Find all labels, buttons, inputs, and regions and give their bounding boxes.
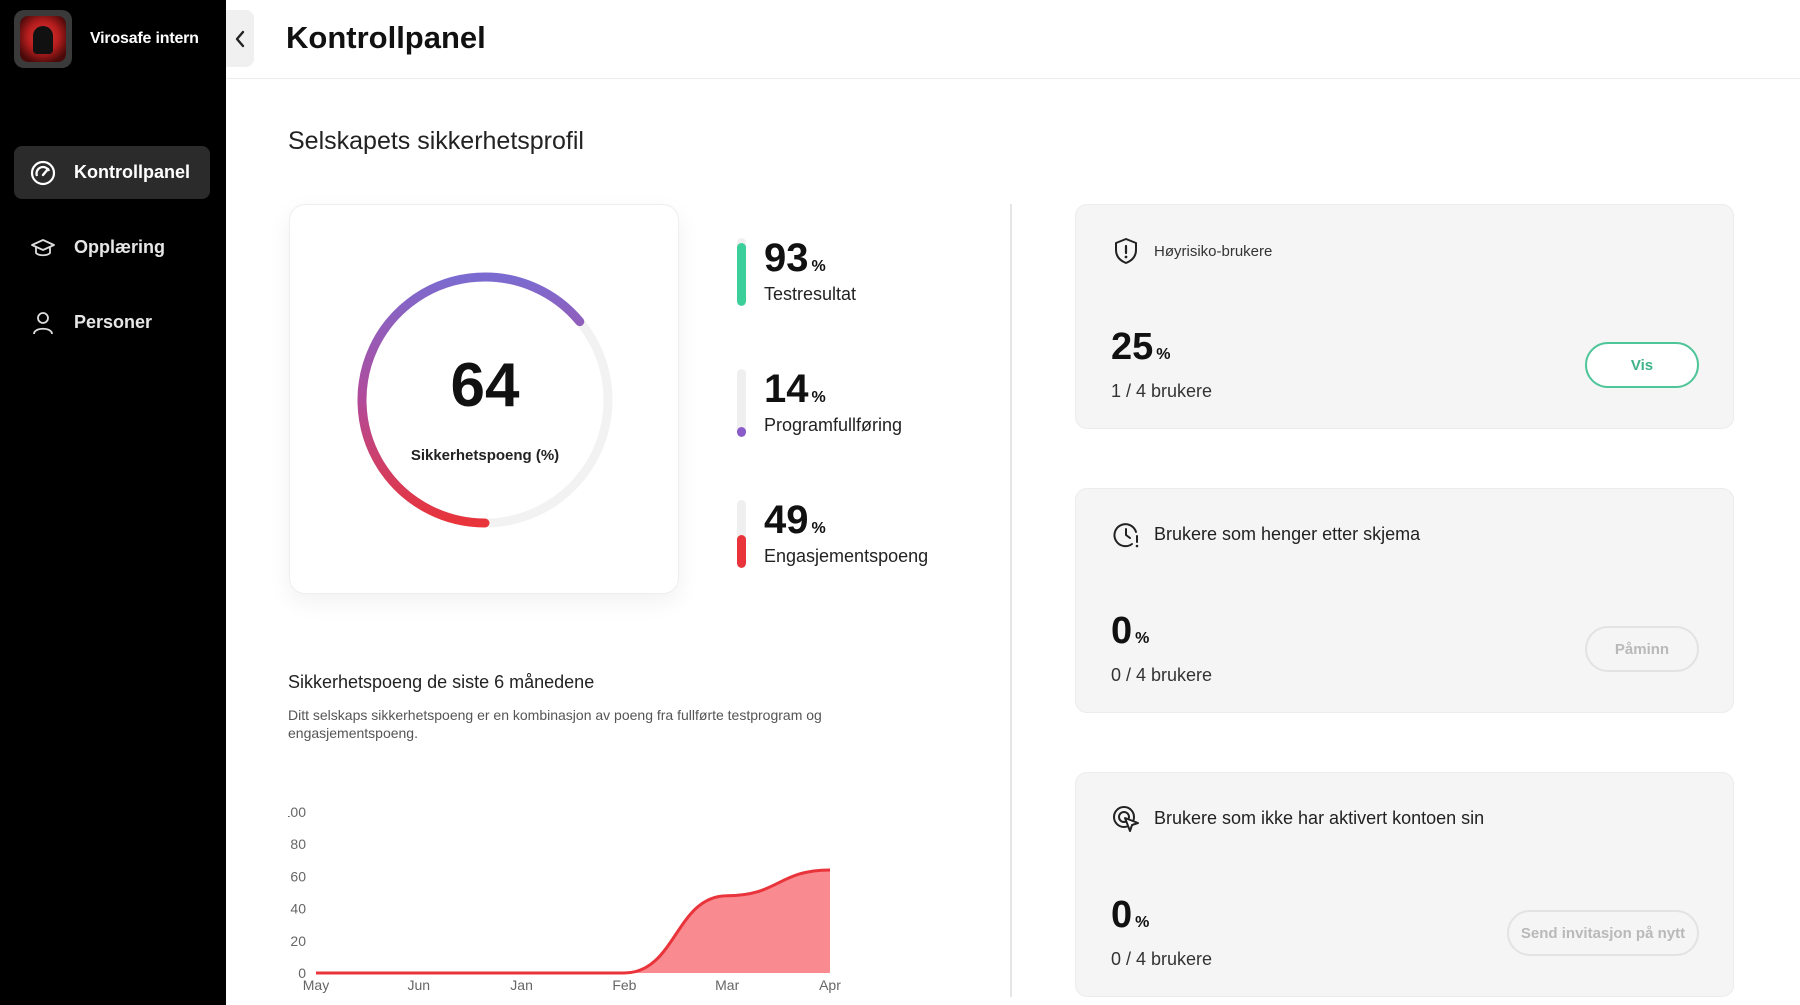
card-value: 0% (1111, 894, 1150, 936)
x-tick-label: Jun (408, 977, 431, 993)
brand-name: Virosafe intern (90, 30, 199, 47)
x-tick-label: Mar (715, 977, 739, 993)
trend-description: Ditt selskaps sikkerhetspoeng er en komb… (288, 707, 822, 741)
card-subtext: 0 / 4 brukere (1111, 665, 1213, 685)
chevron-left-icon (235, 30, 245, 47)
metric-label: Programfullføring (764, 415, 903, 435)
sidebar-item-label: Kontrollpanel (74, 162, 190, 182)
metric-bar (737, 238, 746, 306)
y-tick-label: 60 (290, 868, 306, 884)
shield-alert-icon (1115, 238, 1137, 264)
metric-label: Engasjementspoeng (764, 546, 929, 566)
metric-test-result: 93% Testresultat (737, 236, 977, 306)
sidebar-item-label: Opplæring (74, 237, 165, 257)
clock-alert-icon (1113, 523, 1139, 548)
cursor-click-icon (1113, 806, 1139, 832)
view-button[interactable]: Vis (1585, 342, 1699, 388)
card-value: 25% (1111, 326, 1171, 368)
x-tick-label: Feb (612, 977, 636, 993)
brand[interactable]: Virosafe intern (14, 10, 199, 68)
y-tick-label: 80 (290, 836, 306, 852)
vertical-divider (1010, 204, 1012, 997)
person-icon (30, 310, 56, 336)
metric-label: Testresultat (764, 284, 857, 304)
metric-value: 14% (764, 367, 826, 411)
sidebar-item-personer[interactable]: Personer (14, 296, 210, 349)
y-tick-label: 40 (290, 901, 306, 917)
graduation-cap-icon (30, 235, 56, 261)
metric-engagement-score: 49% Engasjementspoeng (737, 498, 977, 568)
x-tick-label: Apr (819, 977, 841, 993)
sidebar-nav: Kontrollpanel Opplæring Personer (14, 146, 210, 371)
sidebar-item-kontrollpanel[interactable]: Kontrollpanel (14, 146, 210, 199)
x-tick-label: May (303, 977, 329, 993)
card-subtext: 0 / 4 brukere (1111, 949, 1213, 969)
metric-fill (737, 427, 746, 437)
trend-line (316, 868, 831, 975)
gauge-icon (30, 160, 56, 186)
metric-bar (737, 500, 746, 568)
brand-logo-image (20, 16, 66, 62)
security-score-gauge (357, 272, 613, 528)
metric-fill (737, 242, 746, 306)
metric-fill (737, 534, 746, 568)
metric-bar (737, 369, 746, 437)
sidebar-item-label: Personer (74, 312, 153, 332)
card-users-behind-schedule: Brukere som henger etter skjema 0% 0 / 4… (1075, 488, 1734, 713)
card-inactive-accounts: Brukere som ikke har aktivert kontoen si… (1075, 772, 1734, 997)
remind-button[interactable]: Påminn (1585, 626, 1699, 672)
section-title: Selskapets sikkerhetsprofil (288, 127, 584, 155)
card-title: Brukere som ikke har aktivert kontoen si… (1154, 808, 1485, 828)
trend-title: Sikkerhetspoeng de siste 6 månedene (288, 672, 595, 692)
sidebar-collapse-button[interactable] (226, 10, 254, 67)
x-tick-label: Jan (510, 977, 533, 993)
metric-value: 93% (764, 236, 826, 280)
y-tick-label: 100 (288, 804, 306, 820)
sidebar: Virosafe intern Kontrollpanel Opplæring (0, 0, 226, 1005)
card-high-risk-users: Høyrisiko-brukere 25% 1 / 4 brukere Vis (1075, 204, 1734, 429)
security-score-label: Sikkerhetspoeng (%) (410, 447, 560, 464)
brand-logo (14, 10, 72, 68)
sidebar-item-opplaering[interactable]: Opplæring (14, 221, 210, 274)
metric-program-completion: 14% Programfullføring (737, 367, 977, 437)
gauge-arc (357, 272, 585, 528)
security-score-card: 64 Sikkerhetspoeng (%) (289, 204, 679, 594)
card-title: Høyrisiko-brukere (1154, 243, 1273, 260)
security-score-value: 64 (450, 351, 520, 420)
metric-value: 49% (764, 498, 826, 542)
trend-area-fill (316, 869, 830, 973)
y-tick-label: 0 (298, 965, 306, 981)
page-title: Kontrollpanel (286, 20, 486, 55)
y-tick-label: 20 (290, 933, 306, 949)
header: Kontrollpanel (226, 0, 1800, 79)
card-value: 0% (1111, 610, 1150, 652)
card-subtext: 1 / 4 brukere (1111, 381, 1213, 401)
card-title: Brukere som henger etter skjema (1154, 524, 1421, 544)
resend-invitation-button[interactable]: Send invitasjon på nytt (1507, 910, 1699, 956)
